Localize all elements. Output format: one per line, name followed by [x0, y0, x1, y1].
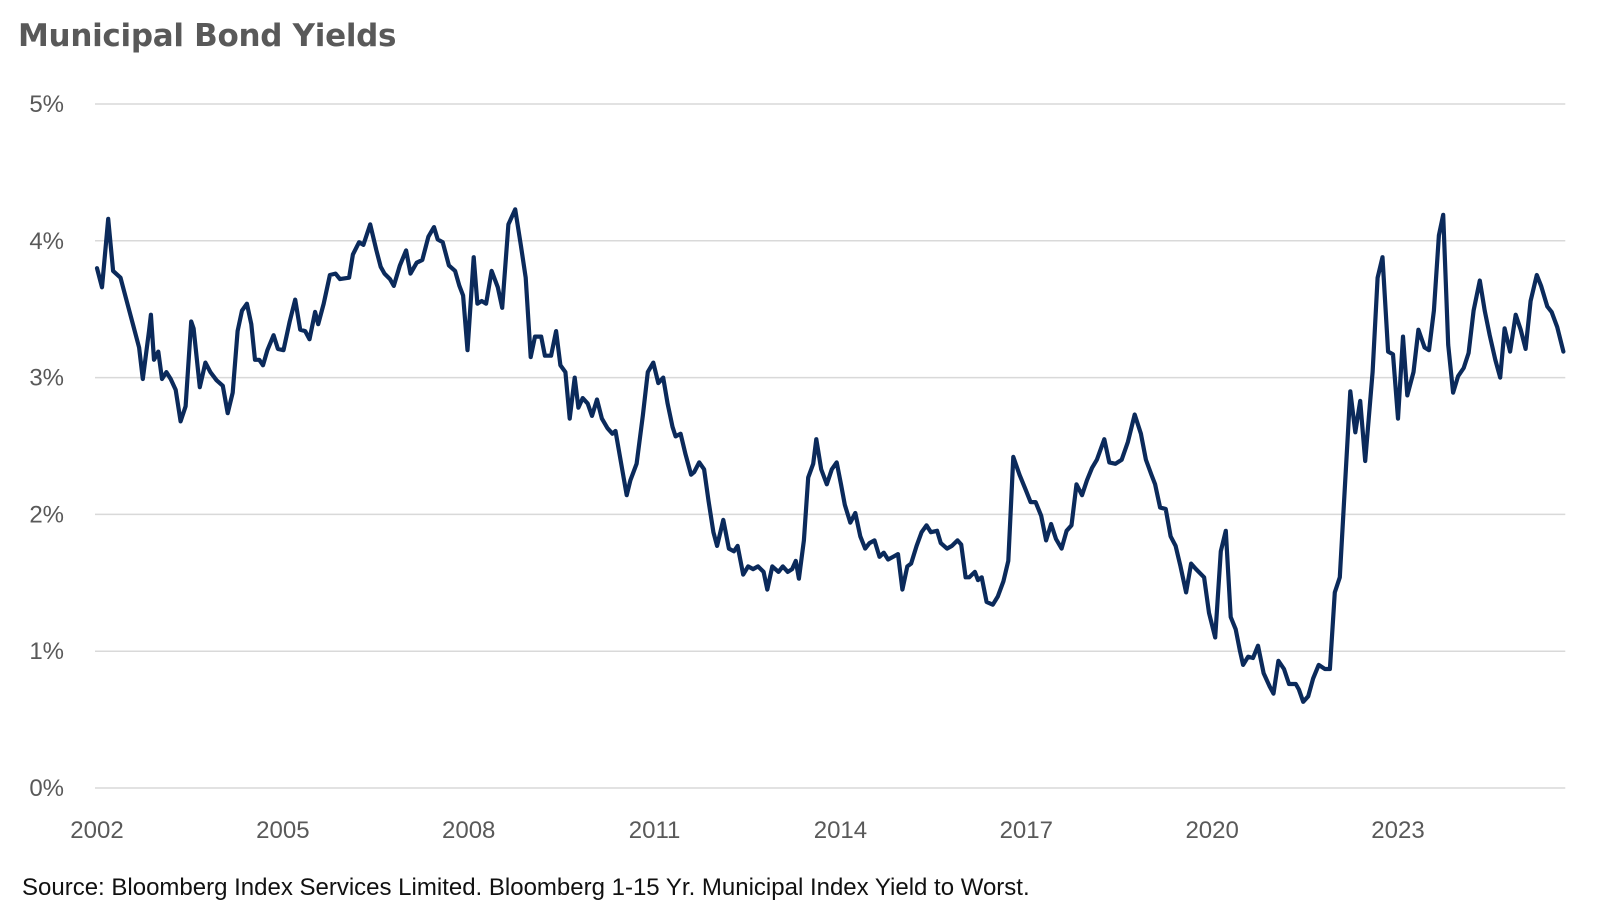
y-tick-label: 1%	[29, 638, 64, 665]
x-tick-label: 2008	[442, 817, 495, 844]
x-tick-label: 2002	[70, 817, 123, 844]
y-tick-label: 2%	[29, 501, 64, 528]
x-tick-label: 2020	[1185, 817, 1238, 844]
y-tick-label: 4%	[29, 228, 64, 255]
gridlines	[95, 103, 1566, 789]
series-line	[94, 207, 1566, 704]
y-axis-ticks: 0% 1% 2% 3% 4% 5%	[29, 91, 64, 802]
x-tick-label: 2017	[1000, 817, 1053, 844]
x-tick-label: 2005	[256, 817, 309, 844]
y-tick-label: 3%	[29, 365, 64, 392]
chart-title: Municipal Bond Yields	[18, 18, 397, 54]
x-tick-label: 2011	[629, 817, 681, 844]
x-tick-label: 2023	[1371, 817, 1424, 844]
source-note: Source: Bloomberg Index Services Limited…	[22, 874, 1030, 901]
y-tick-label: 5%	[29, 91, 64, 118]
x-tick-label: 2014	[814, 817, 867, 844]
x-axis-ticks: 2002 2005 2008 2011 2014 2017 2020 2023	[70, 817, 1424, 844]
y-tick-label: 0%	[29, 775, 64, 802]
